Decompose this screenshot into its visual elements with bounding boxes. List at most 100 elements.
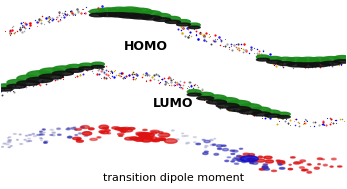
Ellipse shape [265, 160, 273, 163]
Ellipse shape [265, 114, 280, 117]
Ellipse shape [214, 138, 215, 139]
Ellipse shape [238, 159, 244, 161]
Ellipse shape [52, 135, 55, 136]
Ellipse shape [150, 137, 156, 139]
Ellipse shape [206, 100, 227, 104]
Ellipse shape [76, 139, 81, 140]
Ellipse shape [278, 161, 285, 164]
Ellipse shape [145, 137, 153, 140]
Ellipse shape [302, 170, 306, 171]
Ellipse shape [118, 133, 124, 135]
Ellipse shape [309, 62, 330, 67]
Ellipse shape [129, 8, 152, 15]
Ellipse shape [234, 157, 237, 158]
Ellipse shape [28, 138, 31, 139]
Ellipse shape [40, 134, 42, 135]
Ellipse shape [37, 134, 40, 136]
Ellipse shape [131, 137, 140, 140]
Ellipse shape [90, 138, 97, 140]
Ellipse shape [153, 140, 157, 141]
Ellipse shape [141, 11, 161, 17]
Ellipse shape [187, 93, 201, 96]
Ellipse shape [158, 139, 166, 140]
Ellipse shape [177, 20, 190, 24]
Ellipse shape [90, 9, 106, 14]
Ellipse shape [276, 160, 280, 161]
Ellipse shape [44, 141, 48, 142]
Ellipse shape [129, 14, 152, 19]
Ellipse shape [294, 162, 300, 164]
Ellipse shape [91, 65, 104, 68]
Ellipse shape [236, 158, 240, 159]
Ellipse shape [321, 61, 340, 65]
Ellipse shape [299, 167, 304, 168]
Ellipse shape [182, 133, 184, 134]
Ellipse shape [279, 167, 285, 169]
Ellipse shape [186, 143, 187, 144]
Ellipse shape [318, 164, 320, 165]
Ellipse shape [91, 62, 104, 66]
Ellipse shape [102, 127, 108, 129]
Ellipse shape [53, 66, 73, 72]
Ellipse shape [235, 163, 239, 164]
Ellipse shape [76, 140, 83, 142]
Ellipse shape [74, 127, 76, 128]
Ellipse shape [150, 130, 159, 133]
Ellipse shape [99, 125, 109, 129]
Ellipse shape [303, 169, 308, 171]
Ellipse shape [217, 145, 222, 147]
Ellipse shape [42, 132, 45, 133]
Ellipse shape [222, 148, 228, 151]
Ellipse shape [314, 167, 319, 169]
Ellipse shape [265, 110, 280, 115]
Text: LUMO: LUMO [153, 97, 194, 110]
Ellipse shape [322, 159, 324, 160]
Ellipse shape [0, 84, 12, 88]
Ellipse shape [239, 156, 245, 158]
Ellipse shape [287, 57, 307, 64]
Ellipse shape [187, 90, 201, 94]
Ellipse shape [140, 136, 149, 139]
Ellipse shape [153, 18, 171, 21]
Ellipse shape [143, 129, 147, 131]
Ellipse shape [248, 154, 254, 156]
Ellipse shape [3, 143, 6, 144]
Ellipse shape [99, 131, 105, 133]
Ellipse shape [41, 140, 42, 141]
Ellipse shape [210, 144, 214, 146]
Ellipse shape [267, 57, 282, 61]
Ellipse shape [27, 71, 53, 78]
Ellipse shape [39, 74, 64, 79]
Ellipse shape [330, 166, 333, 167]
Ellipse shape [197, 92, 214, 97]
Ellipse shape [240, 156, 258, 162]
Ellipse shape [152, 140, 160, 142]
Ellipse shape [206, 95, 227, 101]
Ellipse shape [73, 137, 81, 140]
Ellipse shape [263, 164, 268, 165]
Ellipse shape [105, 130, 110, 131]
Ellipse shape [277, 112, 290, 116]
Ellipse shape [164, 139, 177, 143]
Ellipse shape [153, 13, 171, 19]
Ellipse shape [75, 129, 82, 130]
Ellipse shape [267, 60, 282, 64]
Ellipse shape [57, 128, 60, 129]
Ellipse shape [203, 153, 208, 155]
Ellipse shape [250, 163, 253, 164]
Ellipse shape [121, 131, 126, 132]
Ellipse shape [50, 129, 53, 130]
Ellipse shape [334, 56, 347, 60]
Ellipse shape [253, 160, 257, 162]
Ellipse shape [66, 129, 70, 130]
Ellipse shape [141, 16, 161, 20]
Ellipse shape [242, 161, 246, 163]
Ellipse shape [176, 139, 179, 140]
Ellipse shape [159, 133, 170, 137]
Ellipse shape [67, 136, 72, 138]
Ellipse shape [227, 106, 251, 112]
Ellipse shape [210, 139, 213, 141]
Ellipse shape [186, 142, 189, 143]
Ellipse shape [256, 58, 270, 61]
Ellipse shape [300, 160, 306, 162]
